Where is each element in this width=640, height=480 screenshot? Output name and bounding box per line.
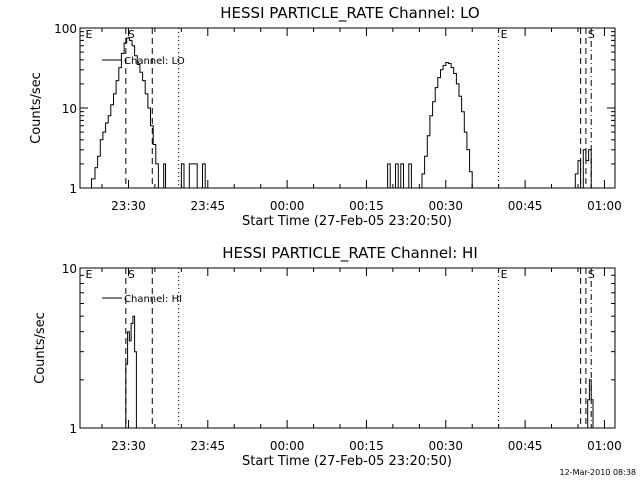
x-tick-label: 00:30 [428,199,463,213]
chart-panel-hi: HESSI PARTICLE_RATE Channel: HI Counts/s… [33,244,622,469]
time-marker-label: S [128,268,135,281]
x-tick-label: 23:45 [191,199,226,213]
time-marker-label: E [86,28,93,41]
x-tick-label: 00:30 [428,439,463,453]
time-marker-label: E [501,268,508,281]
chart-title: HESSI PARTICLE_RATE Channel: HI [222,244,478,263]
chart-title: HESSI PARTICLE_RATE Channel: LO [220,4,479,23]
legend-label: Channel: LO [124,56,185,67]
time-marker-label: S [588,28,595,41]
time-marker-label: S [128,28,135,41]
y-tick-label: 100 [54,22,77,36]
legend-label: Channel: HI [124,294,182,305]
y-tick-label: 1 [69,182,77,196]
timestamp: 12-Mar-2010 08:38 [560,468,637,477]
y-axis-label: Counts/sec [33,312,48,384]
y-ticks: 1 10 [62,262,615,436]
x-tick-label: 00:45 [508,199,543,213]
time-marker-label: E [86,268,93,281]
series-line [87,37,592,189]
legend: Channel: HI [102,294,182,305]
x-ticks: 23:30 23:45 00:00 00:15 00:30 00:45 01:00 [101,268,622,453]
x-tick-label: 00:15 [349,439,384,453]
series-group [122,315,594,429]
y-axis-label: Counts/sec [29,72,44,144]
y-ticks: 1 10 100 [54,22,615,196]
x-tick-label: 00:00 [270,199,305,213]
x-tick-label: 01:00 [587,199,622,213]
y-tick-label: 10 [62,102,77,116]
x-tick-label: 23:45 [191,439,226,453]
x-axis-label: Start Time (27-Feb-05 23:20:50) [242,214,452,229]
x-ticks: 23:30 23:45 00:00 00:15 00:30 00:45 01:00 [101,28,622,213]
x-axis-label: Start Time (27-Feb-05 23:20:50) [242,454,452,469]
legend: Channel: LO [102,56,185,67]
x-tick-label: 01:00 [587,439,622,453]
y-tick-label: 10 [62,262,77,276]
plot-frame [79,27,616,189]
chart-panel-lo: HESSI PARTICLE_RATE Channel: LO Counts/s… [29,4,622,229]
y-tick-label: 1 [69,422,77,436]
x-tick-label: 00:00 [270,439,305,453]
x-tick-label: 23:30 [111,199,146,213]
plot-frame [79,267,616,429]
time-marker-label: E [501,28,508,41]
time-marker-label: S [588,268,595,281]
series-line [122,315,594,429]
x-tick-label: 23:30 [111,439,146,453]
x-tick-label: 00:45 [508,439,543,453]
x-tick-label: 00:15 [349,199,384,213]
series-group [87,37,592,189]
